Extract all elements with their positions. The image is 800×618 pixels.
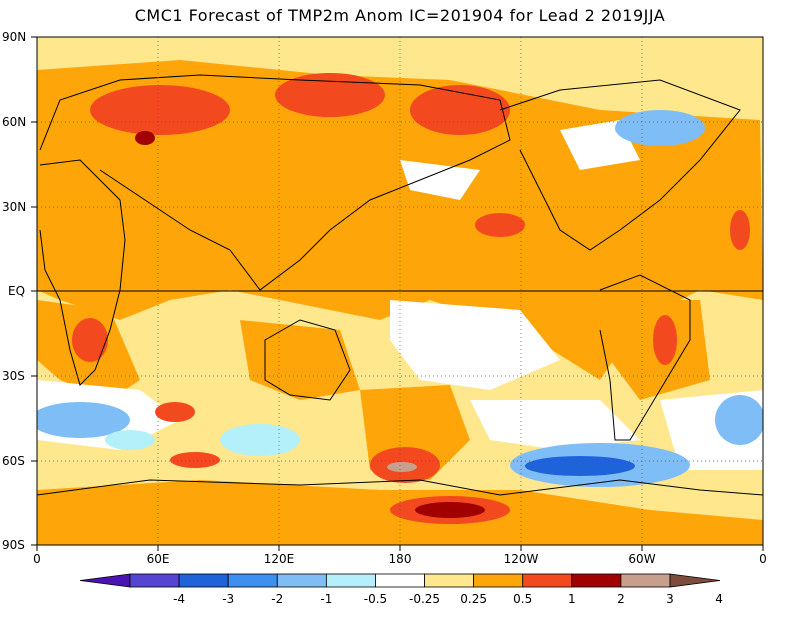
gridlines	[37, 37, 763, 545]
lat-label-60n: 60N	[2, 115, 27, 129]
hot-region	[170, 452, 220, 468]
colorbar-label: -1	[320, 592, 333, 606]
colorbar-swatch	[276, 573, 327, 588]
hot-region	[475, 213, 525, 237]
coastline-north-america	[499, 79, 741, 251]
lon-label-60e: 60E	[146, 552, 170, 566]
lon-label-120e: 120E	[263, 552, 295, 566]
colorbar-label: 3	[666, 592, 674, 606]
hot-region	[155, 402, 195, 422]
lon-label-180: 180	[388, 552, 412, 566]
colorbar-label: -2	[271, 592, 284, 606]
neutral-region	[470, 400, 640, 450]
colorbar-swatch	[325, 573, 376, 588]
colorbar-label: 4	[715, 592, 723, 606]
ticks	[31, 36, 764, 551]
hot-region	[275, 73, 385, 117]
cool-region	[715, 395, 763, 445]
colorbar-label: -0.25	[409, 592, 441, 606]
cool-region	[525, 456, 635, 476]
cool-region	[220, 424, 300, 456]
warm-region	[240, 320, 360, 400]
lat-label-30n: 30N	[2, 200, 27, 214]
colorbar-swatch	[620, 573, 671, 588]
coastline-antarctica	[37, 479, 763, 496]
cool-region	[615, 110, 705, 146]
colorbar-swatch	[669, 573, 721, 588]
coastline-eurasia	[39, 74, 511, 291]
coastline-south-america	[599, 274, 691, 441]
colorbar-swatch	[473, 573, 524, 588]
lon-label-0: 0	[33, 552, 41, 566]
lat-label-90n: 90N	[2, 30, 27, 44]
neutral-region	[390, 300, 560, 390]
colorbar-label: -0.5	[363, 592, 388, 606]
hot-region	[730, 210, 750, 250]
extreme-region	[135, 131, 155, 145]
lat-label-eq: EQ	[8, 284, 26, 298]
coastline-africa	[39, 159, 126, 386]
cool-region	[37, 402, 130, 438]
colorbar-label: 2	[617, 592, 625, 606]
colorbar-swatch	[129, 573, 180, 588]
colorbar-label: -4	[173, 592, 186, 606]
lat-label-30s: 30S	[2, 369, 25, 383]
colorbar-label: 0.5	[513, 592, 533, 606]
colorbar-swatch	[424, 573, 475, 588]
colorbar	[79, 573, 721, 588]
colorbar-swatch	[571, 573, 622, 588]
hot-region	[72, 318, 108, 362]
coastline-australia	[264, 319, 351, 401]
cool-region	[105, 430, 155, 450]
lon-label-120w: 120W	[503, 552, 539, 566]
hot-region	[653, 315, 677, 365]
colorbar-label: 0.25	[460, 592, 487, 606]
lon-label-0-east: 0	[759, 552, 767, 566]
colorbar-swatch	[178, 573, 229, 588]
colorbar-label: 1	[567, 592, 576, 606]
colorbar-label: -3	[222, 592, 235, 606]
lat-label-60s: 60S	[2, 454, 25, 468]
neutral-region	[400, 160, 480, 200]
extreme-region	[415, 502, 485, 518]
colorbar-swatch	[375, 573, 425, 588]
extreme-region	[387, 462, 417, 472]
colorbar-swatch	[227, 573, 278, 588]
colorbar-swatch	[79, 573, 131, 588]
map-title: CMC1 Forecast of TMP2m Anom IC=201904 fo…	[134, 6, 666, 25]
lat-label-90s: 90S	[2, 538, 25, 552]
coastlines	[37, 74, 763, 496]
colorbar-swatch	[522, 573, 573, 588]
lon-label-60w: 60W	[628, 552, 656, 566]
hot-region	[90, 85, 230, 135]
